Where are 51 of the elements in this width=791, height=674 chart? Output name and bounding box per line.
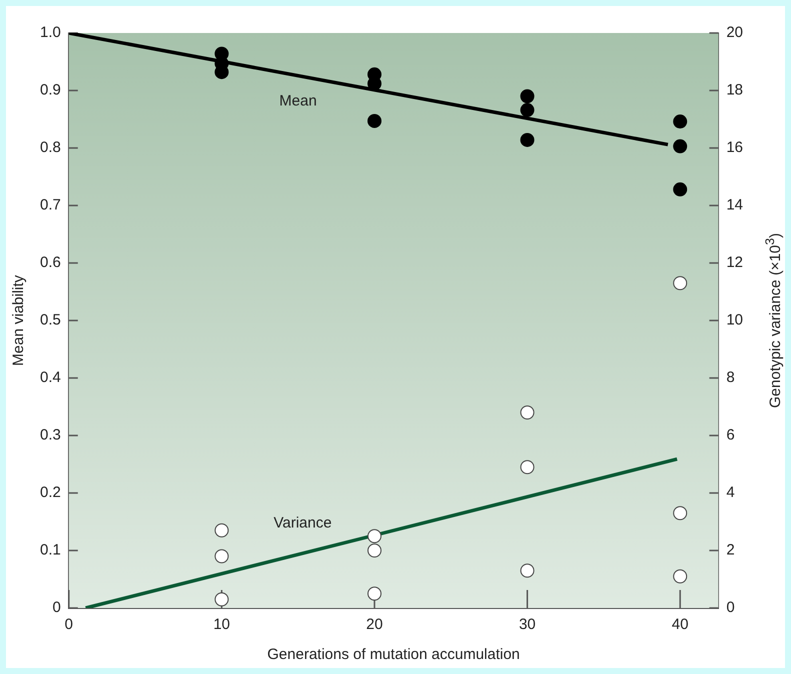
y2-tick-label: 6	[726, 426, 735, 444]
point	[673, 506, 688, 520]
y2-tick-label: 0	[726, 599, 735, 616]
x-tick-label: 40	[672, 616, 688, 634]
point	[673, 276, 688, 290]
y-tick-label: 0.4	[40, 369, 61, 386]
y-tick-label: 0.8	[40, 139, 61, 156]
y-tick-label: 0	[52, 599, 61, 616]
y2-tick-label: 4	[726, 484, 735, 502]
point	[367, 586, 382, 601]
x-tick-label: 20	[366, 616, 383, 634]
y2-tick-label: 20	[726, 24, 744, 42]
point	[520, 103, 534, 118]
y2-tick-label: 2	[726, 542, 735, 559]
point	[214, 592, 229, 606]
point	[520, 406, 534, 420]
point	[673, 569, 688, 584]
point	[673, 114, 688, 129]
point	[214, 523, 229, 538]
y-tick-label: 0.2	[40, 484, 61, 502]
annotation: Mean	[279, 92, 317, 110]
y-tick-label: 0.6	[40, 254, 61, 272]
y-tick-label: 0.3	[40, 426, 61, 444]
y-tick-label: 0.1	[40, 542, 61, 559]
annotation: Variance	[274, 514, 332, 532]
y2-tick-label: 8	[726, 369, 735, 386]
x-axis-title: Generations of mutation accumulation	[267, 646, 520, 664]
point	[520, 564, 534, 578]
point	[673, 182, 688, 196]
y2-tick-label: 14	[726, 196, 744, 214]
x-tick-label: 10	[213, 616, 230, 634]
point	[520, 460, 534, 474]
x-tick-label: 0	[64, 616, 74, 634]
x-tick-label: 30	[518, 616, 536, 634]
y-tick-label: 0.9	[40, 82, 61, 99]
point	[367, 544, 382, 558]
y-axis-title: Mean viability	[10, 274, 28, 366]
y2-tick-label: 18	[726, 82, 744, 99]
y2-tick-label: 12	[726, 254, 744, 272]
y2-tick-label: 10	[726, 312, 744, 329]
y-tick-label: 1.0	[40, 24, 61, 42]
point	[520, 89, 534, 104]
y-tick-label: 0.5	[40, 312, 61, 329]
point	[367, 529, 382, 544]
y2-tick-label: 16	[726, 139, 744, 156]
y-tick-label: 0.7	[40, 196, 61, 214]
point	[367, 114, 382, 128]
point	[367, 76, 382, 91]
point	[214, 549, 229, 564]
point	[520, 132, 534, 147]
point	[673, 139, 688, 154]
